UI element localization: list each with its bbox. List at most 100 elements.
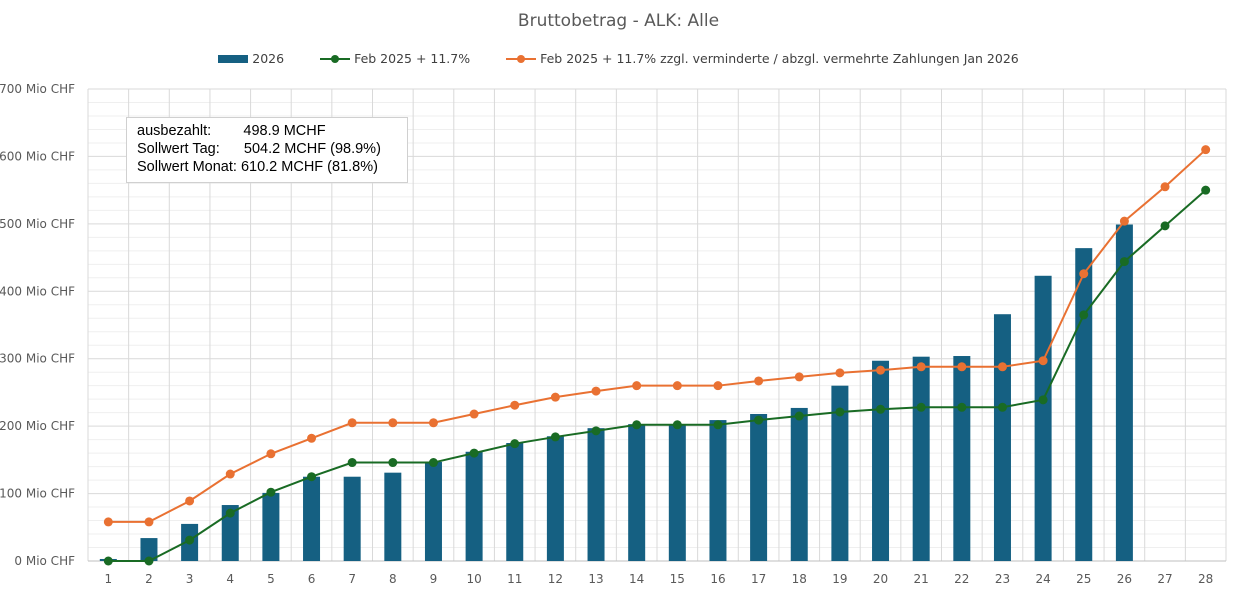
x-tick-label: 18	[792, 572, 807, 586]
bar	[1075, 248, 1093, 562]
legend: 2026 Feb 2025 + 11.7% Feb 2025 + 11.7% z…	[0, 51, 1237, 66]
legend-item-green: Feb 2025 + 11.7%	[320, 51, 470, 66]
data-point	[713, 420, 723, 430]
bar	[465, 451, 483, 561]
y-tick-label: 500 Mio CHF	[0, 217, 75, 231]
y-tick-label: 0 Mio CHF	[14, 554, 75, 568]
x-tick-label: 25	[1076, 572, 1091, 586]
bar	[831, 385, 849, 561]
x-tick-label: 27	[1157, 572, 1172, 586]
series-line	[108, 189, 1207, 562]
y-tick-label: 700 Mio CHF	[0, 82, 75, 96]
x-tick-label: 22	[954, 572, 969, 586]
summary-annotation: ausbezahlt: 498.9 MCHF Sollwert Tag: 504…	[126, 117, 408, 183]
data-point	[1160, 221, 1170, 231]
legend-label: Feb 2025 + 11.7%	[354, 51, 471, 66]
annotation-line: Sollwert Monat: 610.2 MCHF (81.8%)	[137, 159, 378, 175]
data-point	[144, 517, 154, 527]
data-point	[388, 418, 398, 428]
y-tick-label: 200 Mio CHF	[0, 419, 75, 433]
data-point	[307, 472, 317, 482]
x-tick-label: 8	[389, 572, 397, 586]
data-point	[1119, 257, 1129, 267]
data-point	[835, 407, 845, 417]
data-point	[916, 362, 926, 372]
series-line	[108, 148, 1207, 523]
x-tick-label: 12	[548, 572, 563, 586]
x-tick-label: 2	[145, 572, 153, 586]
data-point	[997, 402, 1007, 412]
x-tick-label: 21	[914, 572, 929, 586]
data-point	[550, 432, 560, 442]
legend-label: Feb 2025 + 11.7% zzgl. verminderte / abz…	[540, 51, 1019, 66]
x-tick-label: 26	[1117, 572, 1132, 586]
data-point	[550, 392, 560, 402]
y-tick-label: 100 Mio CHF	[0, 487, 75, 501]
chart-title: Bruttobetrag - ALK: Alle	[517, 11, 720, 31]
x-tick-label: 15	[670, 572, 685, 586]
x-tick-label: 19	[832, 572, 847, 586]
x-tick-label: 9	[430, 572, 438, 586]
x-tick-label: 13	[588, 572, 603, 586]
bar	[872, 360, 890, 561]
data-point	[510, 400, 520, 410]
data-point	[428, 458, 438, 468]
data-point	[1201, 145, 1211, 155]
bar	[424, 461, 442, 561]
bar	[628, 424, 646, 561]
x-tick-label: 11	[507, 572, 522, 586]
data-point	[307, 433, 317, 443]
bar	[709, 420, 727, 561]
bar	[1115, 224, 1133, 561]
data-point	[1038, 395, 1048, 405]
x-tick-label: 28	[1198, 572, 1213, 586]
data-point	[591, 386, 601, 396]
y-tick-label: 300 Mio CHF	[0, 352, 75, 366]
legend-item-bar: 2026	[218, 51, 284, 66]
x-tick-label: 6	[308, 572, 316, 586]
x-tick-label: 17	[751, 572, 766, 586]
bar	[546, 436, 564, 561]
data-point	[469, 448, 479, 458]
x-tick-label: 20	[873, 572, 888, 586]
bar	[790, 407, 808, 561]
data-point	[1201, 185, 1211, 195]
data-point	[957, 362, 967, 372]
x-tick-label: 3	[186, 572, 194, 586]
bar	[668, 424, 686, 561]
data-point	[266, 487, 276, 497]
data-point	[103, 556, 113, 566]
data-point	[144, 556, 154, 566]
x-tick-label: 24	[1035, 572, 1050, 586]
data-point	[185, 535, 195, 545]
data-point	[428, 418, 438, 428]
bar	[1034, 275, 1052, 561]
data-point	[591, 426, 601, 436]
legend-line-swatch	[506, 54, 537, 63]
data-point	[266, 449, 276, 459]
data-point	[225, 508, 235, 518]
x-tick-label: 16	[710, 572, 725, 586]
x-tick-label: 4	[226, 572, 234, 586]
y-tick-label: 600 Mio CHF	[0, 149, 75, 163]
annotation-line: Sollwert Tag: 504.2 MCHF (98.9%)	[137, 141, 381, 157]
data-point	[632, 381, 642, 391]
data-point	[916, 402, 926, 412]
bar	[912, 356, 930, 561]
bar	[506, 443, 524, 561]
data-point	[388, 458, 398, 468]
x-tick-label: 1	[105, 572, 113, 586]
bar	[303, 476, 321, 561]
bar	[750, 414, 768, 561]
data-point	[185, 496, 195, 506]
bar	[221, 505, 239, 561]
data-point	[754, 415, 764, 425]
bar	[262, 492, 280, 561]
data-point	[510, 439, 520, 449]
annotation-line: ausbezahlt: 498.9 MCHF	[137, 123, 326, 139]
data-point	[632, 420, 642, 430]
data-point	[876, 404, 886, 414]
data-point	[997, 362, 1007, 372]
data-point	[347, 458, 357, 468]
